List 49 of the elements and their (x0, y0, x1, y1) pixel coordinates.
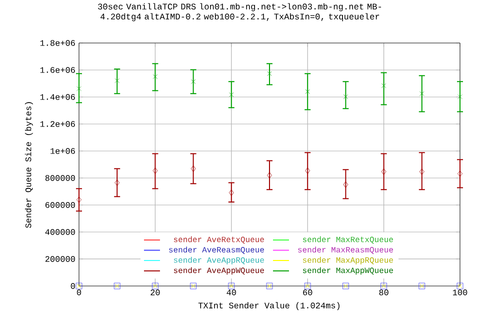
point (190, 79, 196, 84)
point (458, 170, 462, 177)
point (343, 94, 348, 100)
point (114, 180, 120, 186)
legend-label: sender MaxReasmQueue (298, 246, 393, 254)
legend-label: sender AveAppRQueue (174, 256, 264, 264)
point (152, 168, 158, 174)
y-tick-label: 1.8e+06 (40, 40, 75, 46)
chart-title: 30sec VanillaTCP DRS lon01.mb-ng.net->lon03.mb-ng.net MB-4.20dtg4 altAIMD-0.2 web100-2.2.1, TxAbsIn=0, txqueueler (98, 3, 382, 22)
point (152, 74, 158, 79)
point (76, 86, 82, 91)
point (190, 165, 196, 172)
x-tick-label: 40 (226, 290, 236, 296)
point (305, 89, 310, 94)
y-tick-label: 0 (70, 283, 75, 289)
y-tick-label: 200000 (45, 256, 75, 262)
point (343, 181, 348, 188)
x-tick-label: 0 (76, 290, 82, 296)
point (458, 94, 462, 100)
y-tick-label: 1.2e+06 (40, 121, 75, 127)
point (267, 172, 272, 178)
x-tick-label: 20 (150, 290, 160, 296)
y-tick-label: 800000 (45, 175, 75, 181)
point (76, 196, 82, 203)
point (420, 91, 424, 96)
x-tick-label: 60 (303, 290, 312, 296)
x-tick-label: 80 (379, 290, 388, 296)
point (267, 71, 272, 76)
legend-label: sender MaxAppRQueue (302, 256, 393, 264)
legend-label: sender AveAppWQueue (174, 267, 264, 275)
x-tick-label: 100 (452, 290, 468, 296)
y-tick-label: 1e+06 (50, 148, 75, 154)
legend-label: sender AveReasmQueue (169, 246, 264, 254)
point (228, 190, 234, 196)
y-axis-title: Sender Queue Size (bytes) (24, 102, 33, 228)
legend-label: sender MaxRetxQueue (302, 236, 393, 244)
point (229, 92, 234, 98)
point (381, 168, 386, 175)
y-tick-label: 400000 (45, 229, 75, 235)
point (114, 78, 120, 83)
x-axis-title: TXInt Sender Value (1.024ms) (198, 302, 340, 310)
point (305, 168, 310, 174)
point (419, 168, 424, 175)
legend-label: sender AveRetxQueue (174, 236, 264, 244)
point (381, 83, 386, 88)
y-tick-label: 1.6e+06 (40, 67, 75, 73)
y-tick-label: 1.4e+06 (40, 94, 75, 100)
legend-label: sender MaxAppWQueue (302, 267, 393, 275)
y-tick-label: 600000 (45, 202, 75, 208)
